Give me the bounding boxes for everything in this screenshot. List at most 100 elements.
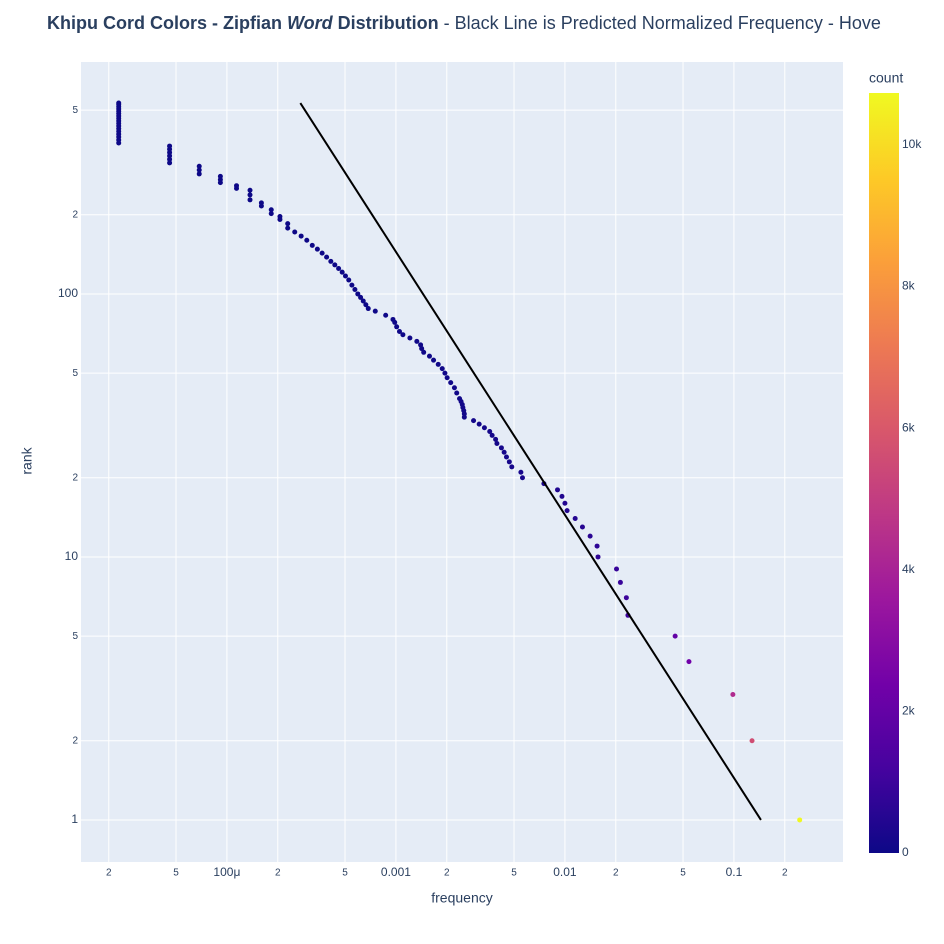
point xyxy=(314,246,320,252)
point xyxy=(247,197,253,203)
point xyxy=(167,156,173,162)
point xyxy=(196,163,202,169)
point xyxy=(564,508,570,514)
point xyxy=(587,533,593,539)
point xyxy=(426,353,432,359)
colorbar xyxy=(869,93,899,853)
point xyxy=(448,380,454,386)
y-tick-label: 2 xyxy=(72,472,78,483)
y-tick-label: 5 xyxy=(72,105,78,116)
point xyxy=(749,738,755,744)
x-tick-label: 2 xyxy=(444,868,450,879)
point xyxy=(292,229,298,235)
x-tick-label: 5 xyxy=(342,868,348,879)
point xyxy=(396,328,402,334)
point xyxy=(355,291,361,297)
x-axis-label: frequency xyxy=(431,890,492,906)
point xyxy=(336,265,342,271)
point xyxy=(494,441,500,447)
point xyxy=(342,273,348,279)
colorbar-tick-label: 2k xyxy=(902,704,916,718)
point xyxy=(167,160,173,166)
point xyxy=(390,316,396,322)
point xyxy=(421,349,427,355)
point xyxy=(196,167,202,173)
point xyxy=(285,225,291,231)
point xyxy=(258,200,264,206)
colorbar-tick-label: 8k xyxy=(902,279,916,293)
y-tick-label: 100 xyxy=(58,286,78,300)
point xyxy=(418,342,424,348)
point xyxy=(268,211,274,217)
x-tick-label: 5 xyxy=(680,868,686,879)
point xyxy=(268,207,274,213)
point xyxy=(730,691,736,697)
y-tick-label: 1 xyxy=(71,812,78,826)
x-tick-label: 0.001 xyxy=(381,865,411,879)
point xyxy=(285,221,291,227)
x-tick-label: 2 xyxy=(782,868,788,879)
point xyxy=(595,554,601,560)
colorbar-tick-label: 10k xyxy=(902,137,922,151)
point xyxy=(346,277,352,283)
point xyxy=(116,100,122,106)
point xyxy=(217,173,223,179)
point xyxy=(562,500,568,506)
x-tick-label: 2 xyxy=(275,868,281,879)
y-tick-label: 2 xyxy=(72,209,78,220)
point xyxy=(442,370,448,376)
point xyxy=(519,475,525,481)
point xyxy=(594,543,600,549)
point xyxy=(196,171,202,177)
point xyxy=(407,335,413,341)
point xyxy=(493,436,499,442)
point xyxy=(489,432,495,438)
point xyxy=(247,192,253,198)
point xyxy=(394,324,400,330)
point xyxy=(435,361,441,367)
point xyxy=(498,445,504,451)
point xyxy=(247,187,253,193)
point xyxy=(614,566,620,572)
x-tick-label: 2 xyxy=(106,868,112,879)
point xyxy=(672,633,678,639)
predicted-line xyxy=(299,102,762,821)
title-part: Word xyxy=(287,13,334,33)
point xyxy=(559,493,565,499)
point xyxy=(234,183,240,189)
point xyxy=(487,428,493,434)
colorbar-tick-label: 0 xyxy=(902,845,909,859)
title-part: - Black Line is Predicted Normalized Fre… xyxy=(439,13,881,33)
point xyxy=(360,298,366,304)
colorbar-tick-label: 4k xyxy=(902,562,916,576)
point xyxy=(506,459,512,465)
point xyxy=(481,425,487,431)
y-tick-label: 10 xyxy=(65,549,79,563)
x-tick-label: 0.01 xyxy=(553,865,577,879)
point xyxy=(365,306,371,312)
point xyxy=(349,282,355,288)
colorbar-title: count xyxy=(869,70,903,86)
point xyxy=(572,516,578,522)
x-tick-label: 5 xyxy=(173,868,179,879)
point xyxy=(324,254,330,260)
point xyxy=(277,214,283,220)
chart-title: Khipu Cord Colors - Zipfian Word Distrib… xyxy=(47,13,881,33)
point xyxy=(509,464,515,470)
point xyxy=(476,421,482,427)
title-part: Khipu Cord Colors - Zipfian xyxy=(47,13,287,33)
point xyxy=(451,385,457,391)
x-tick-label: 0.1 xyxy=(726,865,743,879)
point xyxy=(400,332,406,338)
point xyxy=(358,294,364,300)
y-axis-label: rank xyxy=(19,446,35,474)
point xyxy=(501,449,507,455)
point xyxy=(304,237,310,243)
point xyxy=(363,302,369,308)
point xyxy=(352,286,358,292)
point xyxy=(555,487,561,493)
point xyxy=(383,312,389,318)
point xyxy=(298,233,304,239)
